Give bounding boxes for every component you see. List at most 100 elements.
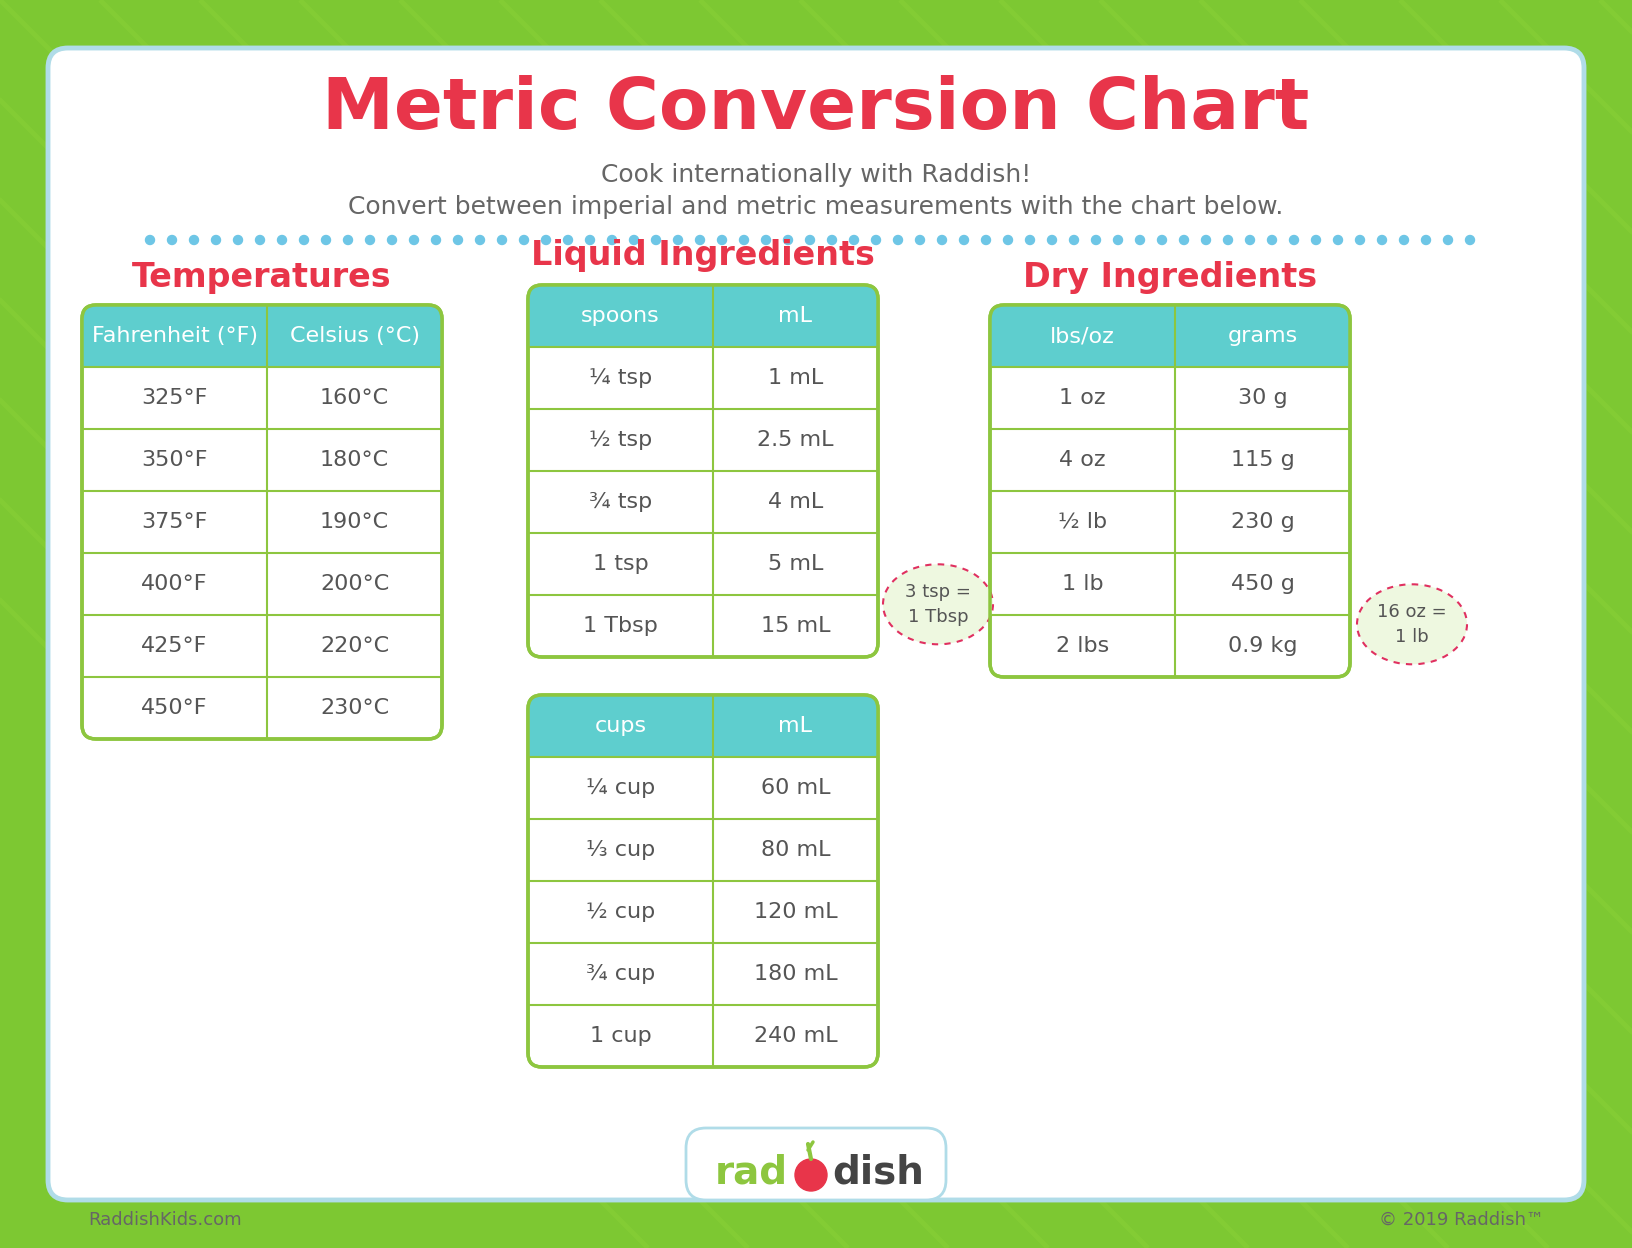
Text: 1 oz: 1 oz bbox=[1059, 388, 1106, 408]
Circle shape bbox=[607, 236, 617, 245]
Text: 1 tsp: 1 tsp bbox=[592, 554, 648, 574]
Bar bbox=[529, 333, 878, 347]
Text: ¾ cup: ¾ cup bbox=[586, 963, 654, 983]
Circle shape bbox=[1333, 236, 1343, 245]
Circle shape bbox=[454, 236, 462, 245]
Circle shape bbox=[695, 236, 705, 245]
Text: 4 oz: 4 oz bbox=[1059, 451, 1106, 470]
Text: 325°F: 325°F bbox=[142, 388, 207, 408]
Text: 5 mL: 5 mL bbox=[767, 554, 823, 574]
Circle shape bbox=[233, 236, 243, 245]
Circle shape bbox=[718, 236, 726, 245]
Bar bbox=[991, 353, 1350, 367]
Circle shape bbox=[498, 236, 506, 245]
Text: ¾ tsp: ¾ tsp bbox=[589, 492, 653, 512]
Circle shape bbox=[256, 236, 264, 245]
Circle shape bbox=[212, 236, 220, 245]
Circle shape bbox=[827, 236, 837, 245]
Text: 1 lb: 1 lb bbox=[1062, 574, 1103, 594]
Circle shape bbox=[366, 236, 374, 245]
Circle shape bbox=[1356, 236, 1364, 245]
Circle shape bbox=[871, 236, 881, 245]
Text: Convert between imperial and metric measurements with the chart below.: Convert between imperial and metric meas… bbox=[348, 195, 1284, 218]
Circle shape bbox=[1268, 236, 1276, 245]
Text: ¼ cup: ¼ cup bbox=[586, 778, 654, 797]
Ellipse shape bbox=[883, 564, 992, 644]
Text: 450°F: 450°F bbox=[142, 698, 207, 718]
Bar bbox=[82, 353, 442, 367]
Circle shape bbox=[1224, 236, 1232, 245]
Circle shape bbox=[783, 236, 793, 245]
Text: 220°C: 220°C bbox=[320, 636, 388, 656]
Circle shape bbox=[981, 236, 991, 245]
Circle shape bbox=[916, 236, 924, 245]
Text: dish: dish bbox=[832, 1153, 924, 1191]
Text: rad: rad bbox=[715, 1153, 788, 1191]
Text: 160°C: 160°C bbox=[320, 388, 388, 408]
Circle shape bbox=[322, 236, 331, 245]
Circle shape bbox=[1289, 236, 1299, 245]
FancyBboxPatch shape bbox=[991, 305, 1350, 676]
FancyBboxPatch shape bbox=[529, 285, 878, 656]
Circle shape bbox=[674, 236, 682, 245]
Circle shape bbox=[542, 236, 550, 245]
Circle shape bbox=[519, 236, 529, 245]
Text: lbs/oz: lbs/oz bbox=[1049, 326, 1115, 346]
Text: 1 cup: 1 cup bbox=[589, 1026, 651, 1046]
Text: Liquid Ingredients: Liquid Ingredients bbox=[530, 238, 875, 272]
Text: 1 mL: 1 mL bbox=[769, 368, 823, 388]
Circle shape bbox=[1157, 236, 1167, 245]
Circle shape bbox=[1443, 236, 1452, 245]
Text: 450 g: 450 g bbox=[1231, 574, 1294, 594]
Circle shape bbox=[1180, 236, 1188, 245]
Text: Metric Conversion Chart: Metric Conversion Chart bbox=[323, 75, 1309, 145]
Circle shape bbox=[300, 236, 308, 245]
Text: 60 mL: 60 mL bbox=[761, 778, 831, 797]
FancyBboxPatch shape bbox=[991, 305, 1350, 367]
Bar bbox=[529, 743, 878, 758]
FancyBboxPatch shape bbox=[82, 305, 442, 739]
Text: 2 lbs: 2 lbs bbox=[1056, 636, 1110, 656]
Text: ½ lb: ½ lb bbox=[1058, 512, 1106, 532]
Circle shape bbox=[806, 236, 814, 245]
Text: 230 g: 230 g bbox=[1231, 512, 1294, 532]
Text: cups: cups bbox=[594, 716, 646, 736]
Text: ½ cup: ½ cup bbox=[586, 902, 654, 922]
Text: © 2019 Raddish™: © 2019 Raddish™ bbox=[1379, 1211, 1544, 1229]
Text: 400°F: 400°F bbox=[142, 574, 207, 594]
Text: grams: grams bbox=[1227, 326, 1297, 346]
Circle shape bbox=[1004, 236, 1012, 245]
Text: 16 oz =
1 lb: 16 oz = 1 lb bbox=[1377, 603, 1448, 645]
Text: 15 mL: 15 mL bbox=[761, 617, 831, 636]
Circle shape bbox=[850, 236, 858, 245]
Circle shape bbox=[937, 236, 947, 245]
Text: Fahrenheit (°F): Fahrenheit (°F) bbox=[91, 326, 258, 346]
Text: 1 Tbsp: 1 Tbsp bbox=[583, 617, 658, 636]
Text: Cook internationally with Raddish!: Cook internationally with Raddish! bbox=[601, 163, 1031, 187]
FancyBboxPatch shape bbox=[529, 285, 878, 347]
Text: Temperatures: Temperatures bbox=[132, 261, 392, 293]
Circle shape bbox=[1377, 236, 1387, 245]
Text: 0.9 kg: 0.9 kg bbox=[1227, 636, 1297, 656]
Circle shape bbox=[1466, 236, 1474, 245]
FancyBboxPatch shape bbox=[82, 305, 442, 367]
Text: 180°C: 180°C bbox=[320, 451, 388, 470]
Circle shape bbox=[1069, 236, 1079, 245]
Text: 240 mL: 240 mL bbox=[754, 1026, 837, 1046]
Text: 375°F: 375°F bbox=[142, 512, 207, 532]
Circle shape bbox=[1113, 236, 1123, 245]
Circle shape bbox=[387, 236, 397, 245]
Text: mL: mL bbox=[778, 716, 813, 736]
FancyBboxPatch shape bbox=[47, 47, 1585, 1201]
Circle shape bbox=[1312, 236, 1320, 245]
Text: 80 mL: 80 mL bbox=[761, 840, 831, 860]
Circle shape bbox=[431, 236, 441, 245]
Circle shape bbox=[1025, 236, 1035, 245]
Circle shape bbox=[795, 1159, 827, 1191]
Circle shape bbox=[762, 236, 770, 245]
Text: 115 g: 115 g bbox=[1231, 451, 1294, 470]
FancyBboxPatch shape bbox=[529, 695, 878, 1067]
Text: ⅓ cup: ⅓ cup bbox=[586, 840, 654, 860]
Ellipse shape bbox=[1356, 584, 1467, 664]
Circle shape bbox=[475, 236, 485, 245]
